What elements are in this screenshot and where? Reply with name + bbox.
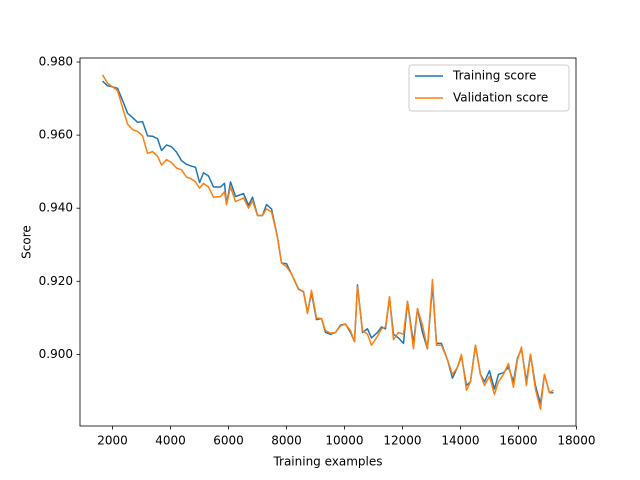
x-tick-label: 8000 [271,434,302,448]
legend-box [408,64,570,112]
x-tick-label: 4000 [155,434,186,448]
y-tick-label: 0.960 [39,128,73,142]
x-axis-label: Training examples [272,455,382,469]
y-tick-label: 0.980 [39,55,73,69]
y-tick-label: 0.940 [39,201,73,215]
y-tick-label: 0.900 [39,347,73,361]
x-tick-label: 10000 [325,434,363,448]
x-tick-label: 14000 [441,434,479,448]
legend-label: Validation score [453,91,548,105]
x-tick-label: 16000 [499,434,537,448]
series-line [101,74,554,410]
x-tick-label: 12000 [383,434,421,448]
x-tick-label: 2000 [97,434,128,448]
x-tick-label: 18000 [557,434,595,448]
y-tick-label: 0.920 [39,274,73,288]
y-axis-label: Score [20,225,34,259]
x-tick-label: 6000 [213,434,244,448]
plot-frame [79,57,577,427]
legend-label: Training score [452,69,536,83]
